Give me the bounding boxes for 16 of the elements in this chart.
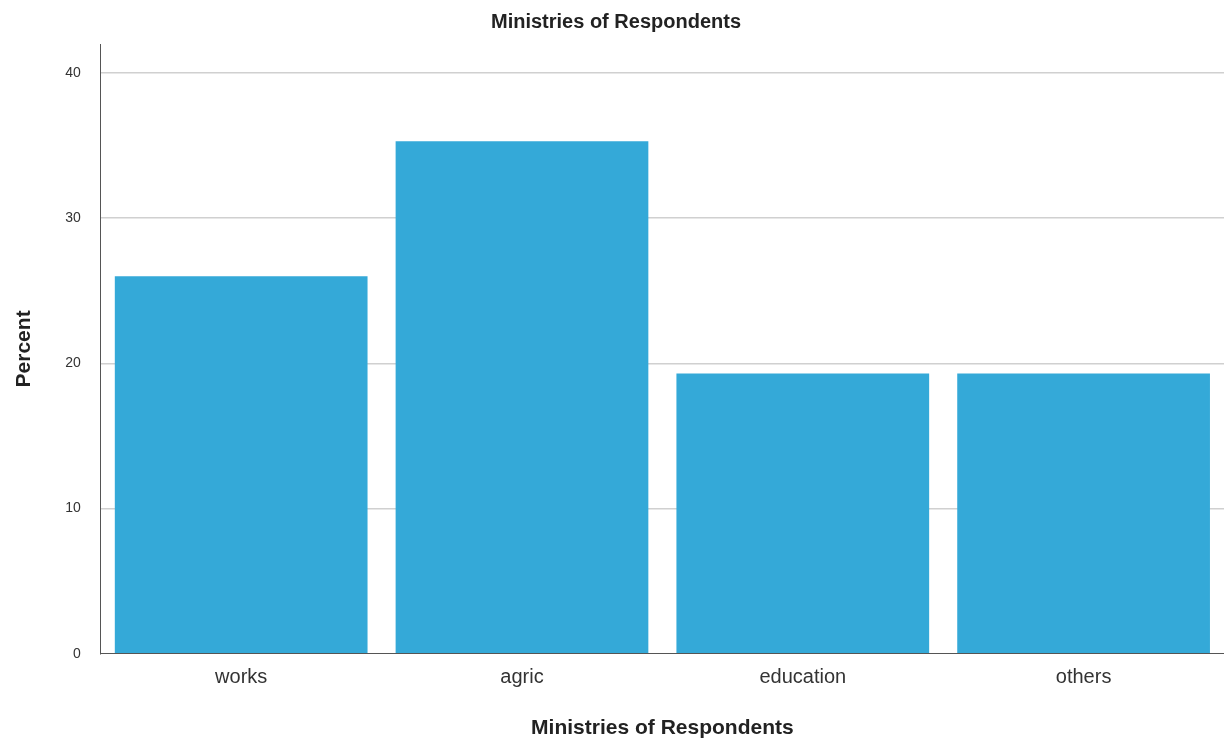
- x-tick-label: education: [759, 665, 847, 688]
- x-tick-label: agric: [500, 665, 544, 688]
- y-tick-label: 30: [65, 209, 81, 226]
- y-axis-title: Percent: [11, 310, 35, 388]
- bar: [395, 141, 649, 654]
- bar: [957, 373, 1210, 654]
- y-tick-label: 40: [65, 63, 81, 80]
- bar: [114, 276, 368, 654]
- y-tick-label: 0: [72, 644, 81, 661]
- x-axis-title: Ministries of Respondents: [531, 715, 794, 739]
- x-tick-label: others: [1055, 665, 1112, 688]
- chart-title: Ministries of Respondents: [490, 9, 742, 32]
- y-tick-label: 10: [65, 499, 81, 516]
- y-tick-label: 20: [65, 354, 81, 371]
- x-tick-label: works: [214, 665, 268, 688]
- bar: [676, 373, 930, 654]
